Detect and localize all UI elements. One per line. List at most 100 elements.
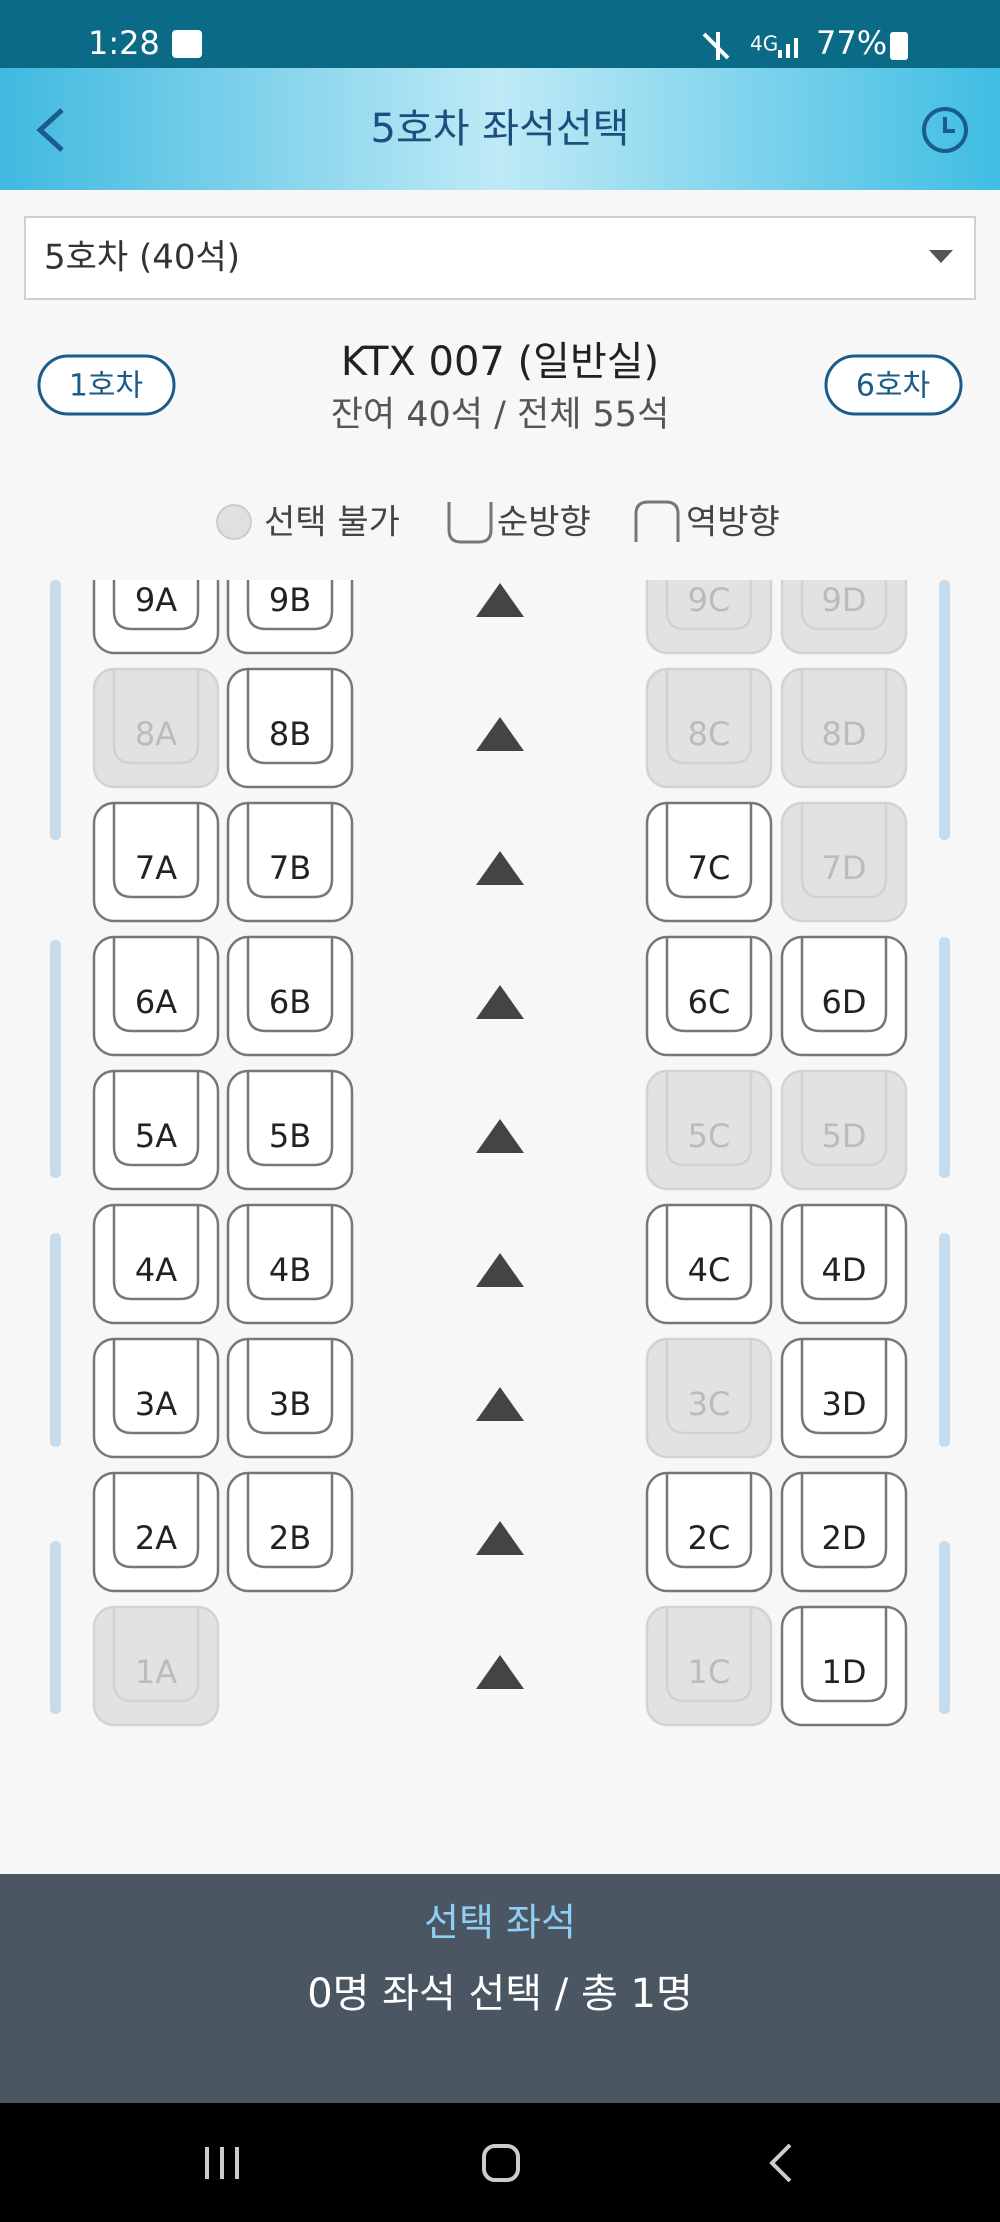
history-icon	[943, 117, 955, 133]
nav-back[interactable]	[769, 2143, 792, 2183]
mute-icon	[702, 32, 730, 60]
seat-label: 3D	[822, 1385, 867, 1423]
seat-label: 6A	[135, 983, 177, 1021]
seat-back	[246, 803, 334, 899]
seat[interactable]: 4D	[780, 1203, 908, 1325]
seat-back	[800, 1071, 888, 1167]
seats-summary: 잔여 40석 / 전체 55석	[331, 395, 670, 435]
seat[interactable]: 5A	[92, 1069, 220, 1191]
seat-label: 9A	[135, 581, 177, 619]
nav-home[interactable]	[482, 2144, 520, 2182]
seat-label: 8B	[269, 715, 311, 753]
seat[interactable]: 7C	[645, 801, 773, 923]
seat-body	[645, 1203, 773, 1325]
seat[interactable]: 9B	[226, 535, 354, 655]
seat-label: 9C	[688, 581, 731, 619]
seat[interactable]: 6A	[92, 935, 220, 1057]
direction-arrow	[476, 985, 524, 1019]
direction-arrow	[476, 1387, 524, 1421]
seat: 1A	[92, 1605, 220, 1727]
seat[interactable]: 7B	[226, 801, 354, 923]
back-button[interactable]	[36, 108, 64, 152]
seat[interactable]: 8B	[226, 667, 354, 789]
seat[interactable]: 2C	[645, 1471, 773, 1593]
seat[interactable]: 9A	[92, 535, 220, 655]
direction-arrow	[476, 1655, 524, 1689]
legend-unavailable-icon	[216, 504, 252, 540]
direction-arrow	[476, 851, 524, 885]
seat-label: 8C	[688, 715, 731, 753]
seat-back	[800, 1205, 888, 1301]
seat[interactable]: 4B	[226, 1203, 354, 1325]
seat-body	[645, 935, 773, 1057]
seat: 5D	[780, 1069, 908, 1191]
seat[interactable]: 5B	[226, 1069, 354, 1191]
seat-label: 7C	[688, 849, 731, 887]
seat-body	[226, 667, 354, 789]
seat-back	[112, 1071, 200, 1167]
seat-body	[226, 935, 354, 1057]
seat-label: 7D	[822, 849, 867, 887]
seat: 8A	[92, 667, 220, 789]
seat-body	[780, 1069, 908, 1191]
seat-back	[665, 580, 753, 631]
seat-back	[112, 803, 200, 899]
seat[interactable]: 2D	[780, 1471, 908, 1593]
seat-body	[780, 1471, 908, 1593]
seat-back	[800, 669, 888, 765]
next-car-button[interactable]	[824, 354, 963, 416]
seat[interactable]: 2B	[226, 1471, 354, 1593]
seat-back	[246, 1205, 334, 1301]
seat-body	[780, 801, 908, 923]
seat-body	[226, 1203, 354, 1325]
seat-body	[226, 801, 354, 923]
seat-body	[92, 801, 220, 923]
seat-body	[226, 1337, 354, 1459]
seat-back	[800, 1607, 888, 1703]
nav-recent[interactable]	[205, 2147, 239, 2179]
seat-label: 3A	[135, 1385, 177, 1423]
seat-label: 3C	[688, 1385, 731, 1423]
car-dropdown[interactable]	[24, 216, 976, 300]
legend-backward: 역방향	[686, 503, 780, 543]
seat: 7D	[780, 801, 908, 923]
seat-label: 4D	[822, 1251, 867, 1289]
prev-car-button[interactable]	[37, 354, 176, 416]
seat-label: 9B	[269, 581, 311, 619]
seat[interactable]: 3A	[92, 1337, 220, 1459]
seat[interactable]: 7A	[92, 801, 220, 923]
seat[interactable]: 4C	[645, 1203, 773, 1325]
selection-panel	[0, 1874, 1000, 2103]
header-title: 5호차 좌석선택	[371, 106, 630, 152]
status-bar	[0, 0, 1000, 68]
seat[interactable]: 6B	[226, 935, 354, 1057]
seat-back	[665, 1473, 753, 1569]
seat: 9C	[645, 580, 773, 655]
seat[interactable]: 6C	[645, 935, 773, 1057]
seat-back	[112, 1205, 200, 1301]
seat-body	[92, 1471, 220, 1593]
history-button[interactable]	[922, 107, 968, 153]
seat-body	[226, 1069, 354, 1191]
seat-label: 4B	[269, 1251, 311, 1289]
seat: 5C	[645, 1069, 773, 1191]
seat-body	[92, 1203, 220, 1325]
prev-car-label: 1호차	[69, 369, 143, 404]
seat[interactable]: 3D	[780, 1337, 908, 1459]
seat-label: 2C	[688, 1519, 731, 1557]
seat-back	[665, 669, 753, 765]
seat[interactable]: 4A	[92, 1203, 220, 1325]
seat-back	[246, 1071, 334, 1167]
seat-body	[645, 667, 773, 789]
seat-body	[780, 1337, 908, 1459]
seat-back	[112, 669, 200, 765]
seat-body	[780, 1605, 908, 1727]
seat-body	[92, 1337, 220, 1459]
seat[interactable]: 1D	[780, 1605, 908, 1727]
seat-map: 9A 9B 9C 9D 8A 8B 8C 8D 7A 7B 7C 7D 6A 6B 6C 6D 5A 5B 5C 5D…	[92, 535, 908, 1727]
seat-label: 6D	[822, 983, 867, 1021]
seat[interactable]: 2A	[92, 1471, 220, 1593]
seat[interactable]: 6D	[780, 935, 908, 1057]
seat[interactable]: 3B	[226, 1337, 354, 1459]
